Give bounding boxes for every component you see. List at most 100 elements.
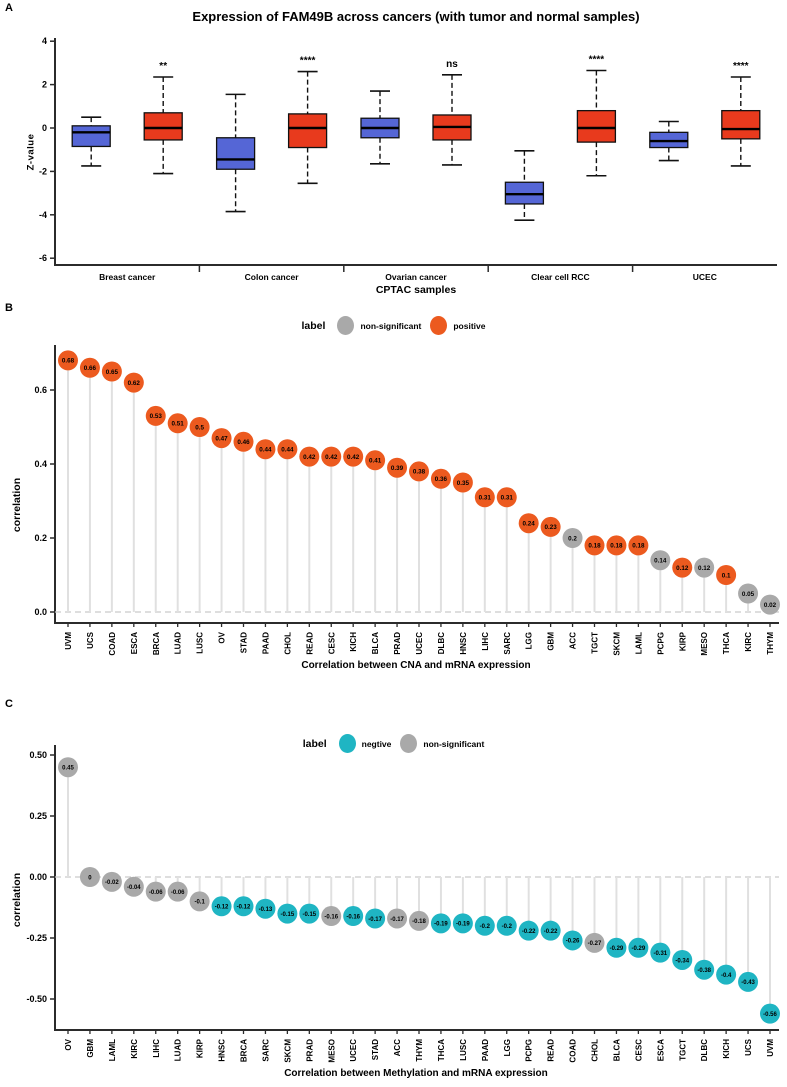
dot-value-label: 0.02 bbox=[764, 602, 777, 609]
category-label: COAD bbox=[569, 1039, 578, 1063]
lollipop-dot bbox=[760, 594, 780, 615]
lollipop-dot bbox=[79, 357, 100, 378]
legend-item-label: non-significant bbox=[360, 320, 422, 331]
dot-value-label: 0.42 bbox=[347, 454, 360, 461]
lollipop-dot bbox=[233, 896, 254, 917]
dot-value-label: 0.2 bbox=[568, 535, 577, 542]
lollipop-dot bbox=[387, 457, 408, 478]
dot-value-label: -0.13 bbox=[259, 907, 273, 913]
lollipop-dot bbox=[628, 535, 649, 556]
dot-value-label: -0.22 bbox=[544, 929, 558, 935]
dot-value-label: -0.2 bbox=[502, 924, 513, 930]
panel-c-legend: label negtive non-significant bbox=[0, 734, 787, 753]
dot-value-label: 0.36 bbox=[435, 476, 448, 483]
legend-title: label bbox=[301, 319, 326, 332]
dot-value-label: -0.31 bbox=[653, 951, 667, 957]
y-tick-label: 0.50 bbox=[29, 750, 47, 760]
category-label: HNSC bbox=[459, 632, 468, 655]
lollipop-dot bbox=[694, 557, 715, 578]
dot-value-label: 0.24 bbox=[523, 521, 536, 528]
dot-value-label: 0.46 bbox=[237, 439, 250, 446]
category-label: LUAD bbox=[174, 1039, 183, 1061]
y-tick-label: 0.0 bbox=[34, 607, 47, 617]
y-tick-label: -6 bbox=[39, 253, 47, 263]
dot-value-label: 0.42 bbox=[303, 454, 316, 461]
lollipop-dot bbox=[343, 906, 364, 927]
y-tick-label: 2 bbox=[42, 80, 47, 90]
lollipop-dot bbox=[430, 468, 451, 489]
category-label: CHOL bbox=[591, 1039, 600, 1062]
dot-value-label: -0.43 bbox=[741, 980, 755, 986]
category-label: CHOL bbox=[283, 632, 292, 655]
category-label: KIRP bbox=[196, 1038, 205, 1058]
dot-value-label: 0.68 bbox=[62, 358, 75, 365]
category-label: ACC bbox=[393, 1039, 402, 1057]
dot-value-label: -0.06 bbox=[149, 890, 163, 896]
dot-value-label: -0.1 bbox=[194, 900, 205, 906]
category-label: THCA bbox=[722, 632, 731, 654]
category-label: THCA bbox=[437, 1039, 446, 1061]
dot-value-label: 0.38 bbox=[413, 469, 426, 476]
lollipop-dot bbox=[321, 446, 342, 467]
category-label: THYM bbox=[415, 1039, 424, 1062]
dot-value-label: 0.5 bbox=[195, 424, 204, 431]
dot-value-label: 0.41 bbox=[369, 458, 382, 465]
lollipop-dot bbox=[123, 372, 144, 393]
dot-value-label: -0.12 bbox=[215, 905, 229, 911]
dot-value-label: -0.19 bbox=[434, 922, 448, 928]
legend-title: label bbox=[302, 737, 327, 750]
lollipop-dot bbox=[299, 446, 320, 467]
panel-c-x-axis-label: Correlation between Methylation and mRNA… bbox=[284, 1068, 548, 1079]
lollipop-dot bbox=[518, 513, 539, 534]
dot-value-label: -0.38 bbox=[697, 968, 711, 974]
legend-item-negtive: negtive bbox=[338, 734, 391, 753]
lollipop-dot bbox=[189, 417, 210, 437]
legend-item-non-significant: non-significant bbox=[400, 734, 484, 753]
lollipop-dot bbox=[167, 881, 188, 902]
dot-value-label: -0.16 bbox=[324, 914, 338, 920]
category-label: GBM bbox=[547, 632, 556, 651]
y-tick-label: 0.2 bbox=[34, 533, 47, 543]
dot-value-label: 0.35 bbox=[457, 480, 470, 487]
category-label: UCS bbox=[86, 631, 95, 649]
panel-a-boxplot-chart: 4 2 0 -2 -4 -6 ** Breast cancer **** Colon cancer… bbox=[39, 36, 777, 282]
y-tick-label: 0.4 bbox=[34, 459, 47, 469]
lollipop-dot bbox=[540, 516, 561, 537]
dot-value-label: -0.18 bbox=[412, 919, 426, 925]
dot-value-label: 0.18 bbox=[610, 543, 623, 550]
y-tick-label: 0.00 bbox=[29, 872, 47, 882]
category-label: PRAD bbox=[305, 1039, 314, 1062]
dot-value-label: 0.66 bbox=[84, 365, 97, 372]
y-tick-label: -4 bbox=[39, 210, 47, 220]
lollipop-dot bbox=[58, 350, 78, 371]
lollipop-dot bbox=[562, 930, 583, 951]
dot-value-label: -0.17 bbox=[390, 917, 404, 923]
dot-value-label: 0.14 bbox=[654, 558, 667, 565]
dot-value-label: -0.06 bbox=[171, 890, 185, 896]
box bbox=[143, 112, 183, 141]
significance-label: ** bbox=[159, 61, 167, 72]
category-label: ESCA bbox=[130, 632, 139, 654]
non-significant-dot-icon bbox=[337, 316, 355, 335]
dot-value-label: 0.12 bbox=[676, 565, 689, 572]
dot-value-label: -0.22 bbox=[522, 929, 536, 935]
dot-value-label: 0.31 bbox=[479, 495, 492, 502]
category-label: PCPG bbox=[525, 1039, 534, 1062]
category-label: OV bbox=[218, 631, 227, 643]
category-label: KICH bbox=[722, 1039, 731, 1059]
category-label: PAAD bbox=[481, 1039, 490, 1061]
lollipop-dot bbox=[540, 920, 561, 941]
lollipop-dot bbox=[452, 913, 473, 934]
significance-label: **** bbox=[589, 54, 605, 65]
panel-c-label: C bbox=[5, 698, 13, 710]
dot-value-label: 0 bbox=[88, 875, 92, 881]
category-label: UVM bbox=[766, 1039, 775, 1057]
lollipop-dot bbox=[716, 964, 737, 985]
dot-value-label: 0.45 bbox=[62, 766, 74, 772]
y-tick-label: -0.50 bbox=[26, 994, 47, 1004]
dot-value-label: -0.15 bbox=[281, 912, 295, 918]
y-tick-label: 0 bbox=[42, 123, 47, 133]
dot-value-label: 0.65 bbox=[106, 369, 119, 376]
category-label: KICH bbox=[349, 632, 358, 652]
